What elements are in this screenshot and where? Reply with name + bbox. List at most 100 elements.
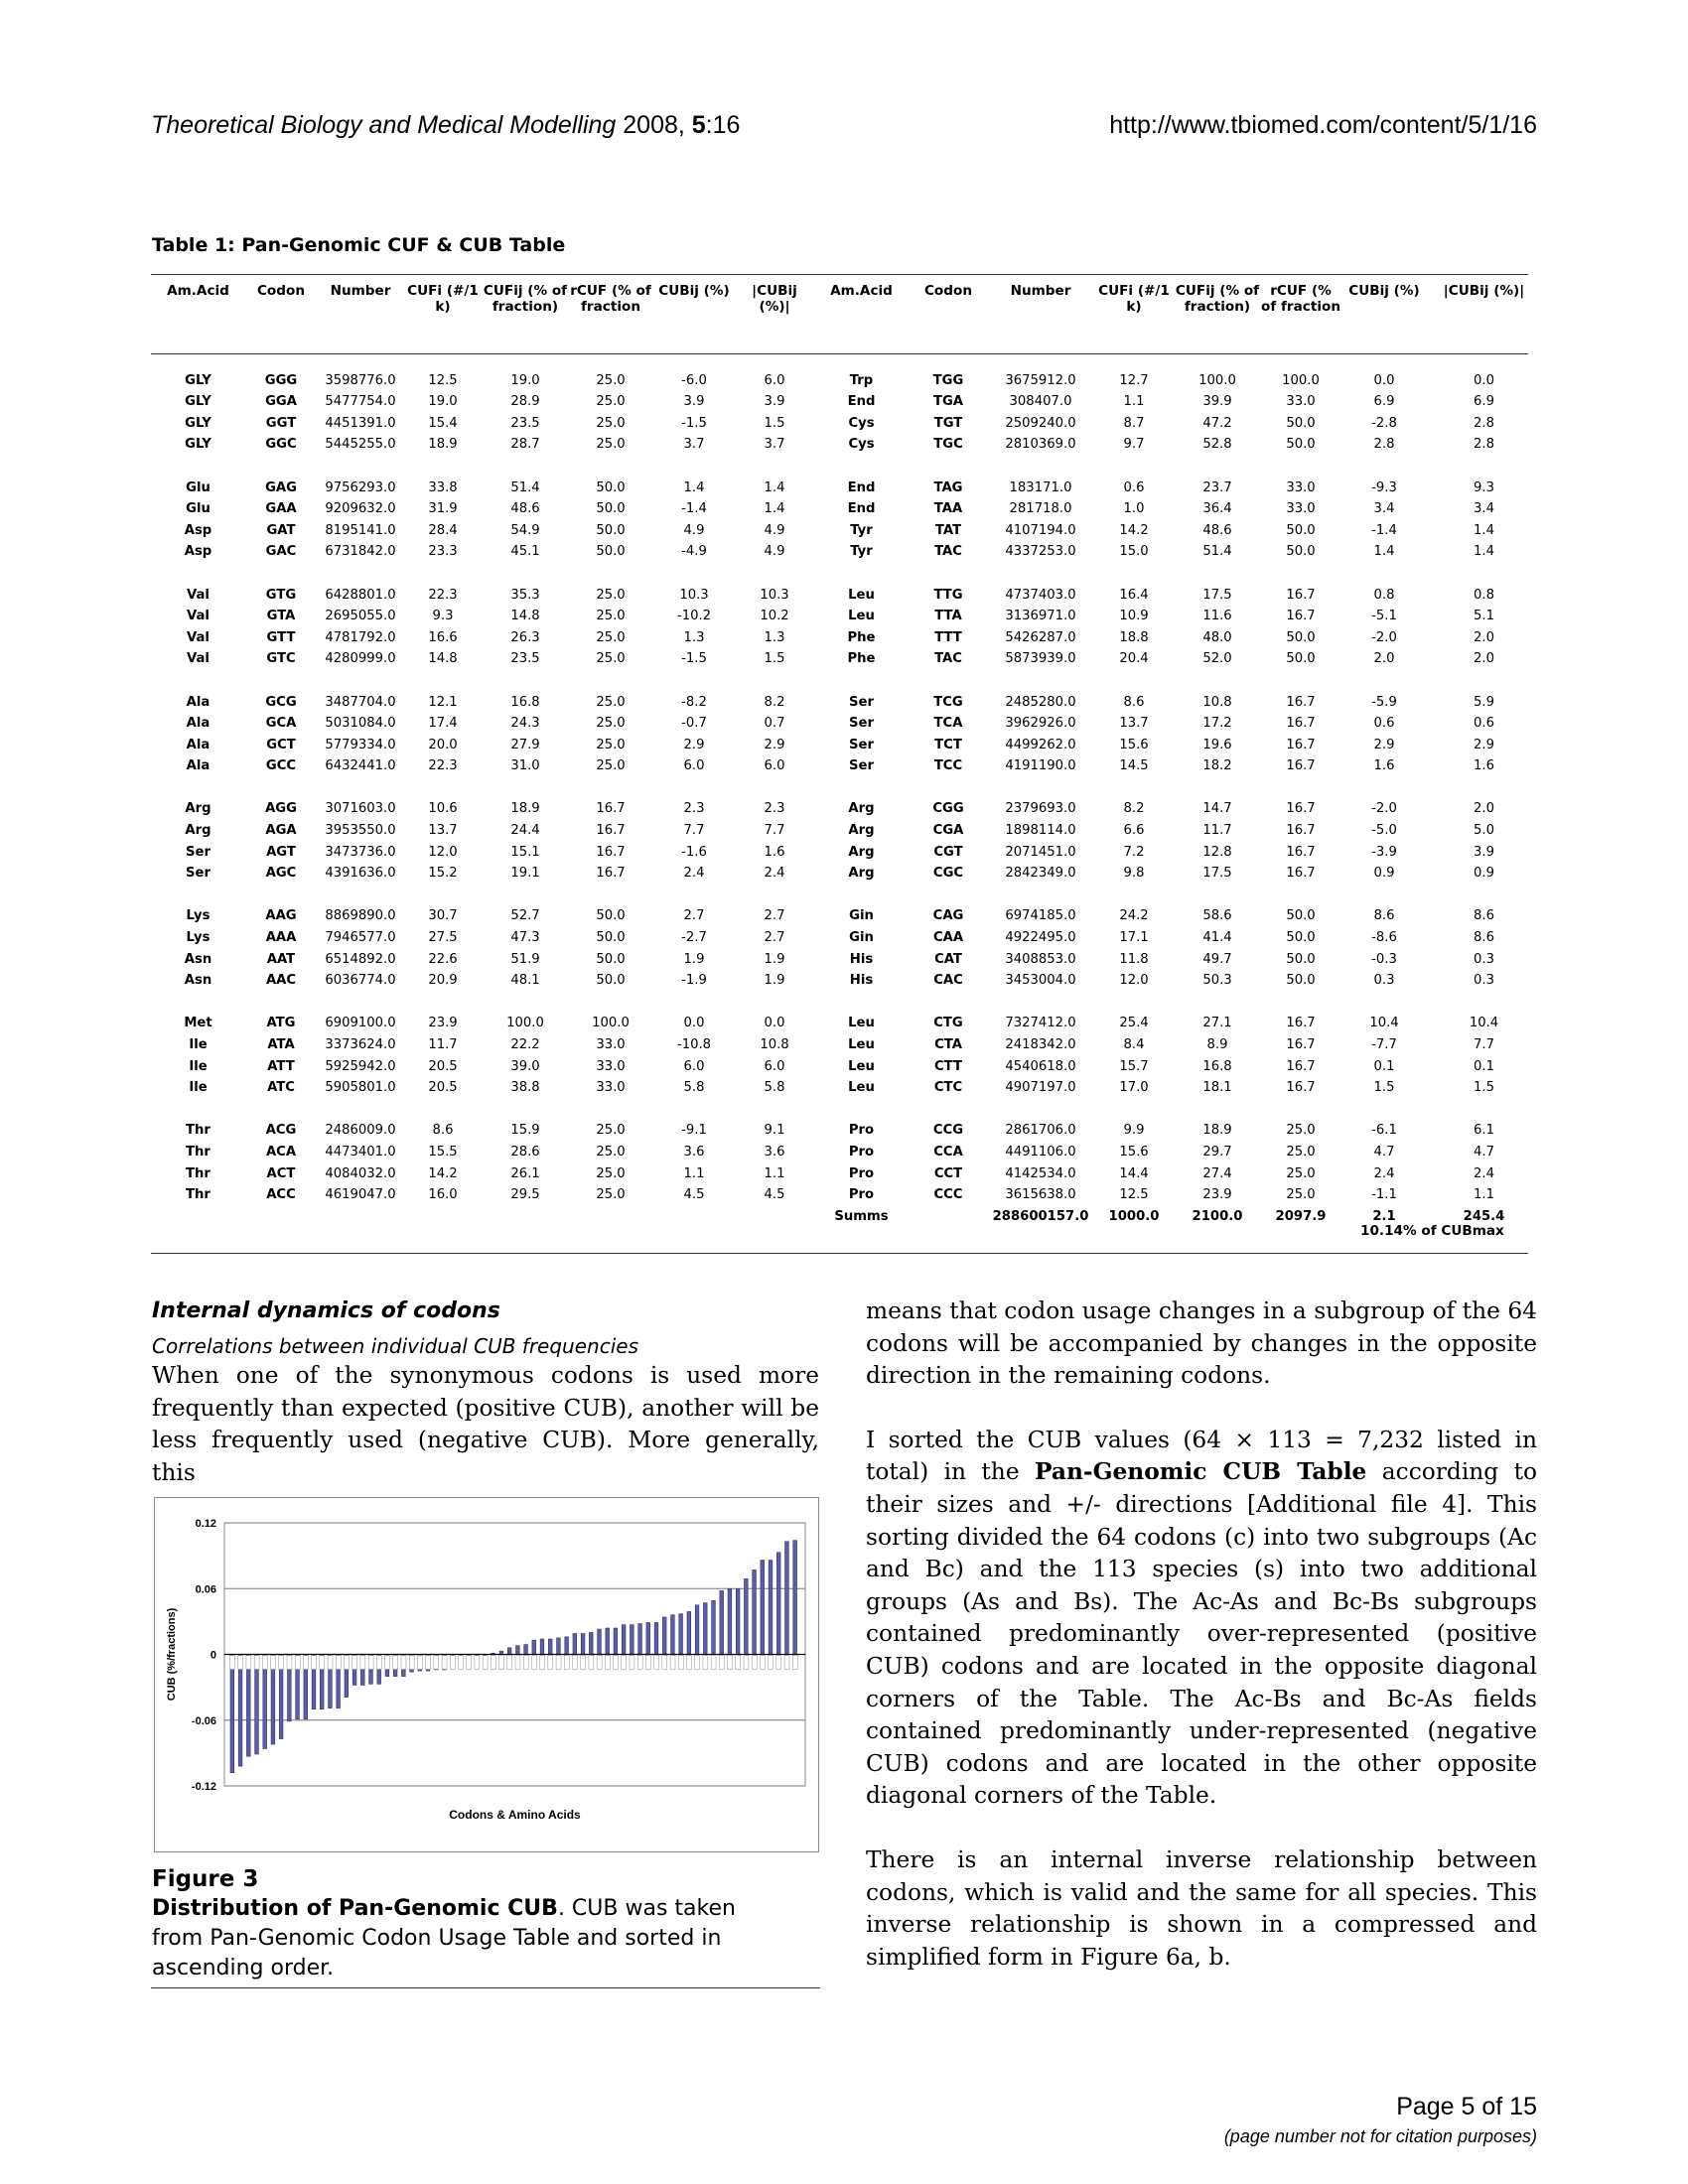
chart-bar: [703, 1602, 708, 1655]
table-cell: 15.4: [428, 415, 458, 431]
table-cell: 3453004.0: [1005, 973, 1076, 989]
table-cell: Asn: [184, 951, 212, 967]
table-row: Ile ATT 5925942.0 20.5 39.0 33.0 6.0 6.0 Leu CTT 4…: [151, 1056, 1540, 1078]
table-cell: Gin: [849, 908, 874, 924]
table-cell: Arg: [848, 866, 875, 882]
table-cell: -0.3: [1371, 951, 1397, 967]
table-cell: 17.4: [428, 716, 458, 732]
table-cell: 1.4: [764, 501, 785, 517]
chart-bar: [670, 1614, 675, 1655]
table-cell: Val: [187, 629, 210, 645]
table-cell: 10.8: [1202, 694, 1232, 710]
x-category-label: [506, 1655, 512, 1670]
table-row: Ala GCT 5779334.0 20.0 27.9 25.0 2.9 2.9 Ser TCT 4…: [151, 735, 1540, 756]
spacer-cell: [151, 456, 1540, 478]
table-cell: Ser: [186, 866, 211, 882]
table-cell: 25.4: [1119, 1016, 1149, 1031]
table-cell: 0.0: [683, 1016, 705, 1031]
table-cell: GLY: [185, 372, 211, 388]
table-cell: 25.0: [596, 372, 626, 388]
table-cell: 1.9: [683, 951, 705, 967]
table-cell: 20.9: [428, 973, 458, 989]
x-category-label: [498, 1655, 504, 1670]
table-cell: 15.6: [1119, 737, 1149, 752]
table-cell: -2.8: [1371, 415, 1397, 431]
table-cell: 2509240.0: [1005, 415, 1076, 431]
x-category-label: [523, 1655, 529, 1670]
table-cell: 14.8: [510, 609, 540, 624]
table-cell: TTT: [934, 629, 962, 645]
table-row: Glu GAA 9209632.0 31.9 48.6 50.0 -1.4 1.4 End TAA…: [151, 498, 1540, 520]
table-cell: TTG: [933, 587, 963, 603]
table-cell: 7.7: [1474, 1037, 1494, 1052]
spacer-cell: [151, 670, 1540, 692]
table-cell: -5.0: [1371, 823, 1397, 839]
table-cell: 6432441.0: [325, 758, 396, 774]
table-cell: 4.9: [683, 522, 705, 538]
table-sums-row: Summs 288600157.0 1000.0 2100.0 2097.9 2.1 245…: [151, 1206, 1540, 1228]
table-cell: 4.7: [1474, 1144, 1494, 1160]
table-cell: -8.2: [681, 694, 707, 710]
table-cell: 100.0: [1282, 372, 1320, 388]
table-cell: 19.0: [428, 394, 458, 410]
x-category-label: [514, 1655, 521, 1670]
table-cell: 15.6: [1119, 1144, 1149, 1160]
running-header-url[interactable]: http://www.tbiomed.com/content/5/1/16: [1109, 111, 1537, 139]
table-row: Asn AAT 6514892.0 22.6 51.9 50.0 1.9 1.9 His CAT 3…: [151, 949, 1540, 971]
table-row: Ile ATA 3373624.0 11.7 22.2 33.0 -10.8 10.8 Leu C…: [151, 1034, 1540, 1056]
table-cell: 25.0: [596, 1144, 626, 1160]
y-tick-label: 0.06: [196, 1583, 216, 1595]
table-cell: 0.8: [1474, 587, 1494, 603]
sums-cell: 1000.0: [1108, 1208, 1160, 1224]
table-cell: CGG: [932, 801, 964, 817]
table-cell: 26.1: [510, 1165, 540, 1181]
running-header-citation: Theoretical Biology and Medical Modellin…: [151, 111, 740, 140]
table-cell: GCC: [265, 758, 297, 774]
table-row: Thr ACA 4473401.0 15.5 28.6 25.0 3.6 3.6 Pro CCA 4…: [151, 1142, 1540, 1163]
table-cell: CGT: [933, 844, 963, 860]
column-header: CUFi (#/1 k): [1098, 283, 1170, 315]
table-cell: 54.9: [510, 522, 540, 538]
x-category-label: [719, 1655, 725, 1670]
table-cell: 28.7: [510, 437, 540, 453]
page-number: Page 5 of 15: [1396, 2093, 1537, 2120]
table-cell: -2.0: [1371, 629, 1397, 645]
table-cell: ATG: [266, 1016, 296, 1031]
chart-bar: [580, 1633, 586, 1655]
table-cell: 31.0: [510, 758, 540, 774]
x-category-label: [400, 1655, 407, 1670]
table-cell: 50.0: [1286, 930, 1316, 946]
table-cell: 12.0: [1119, 973, 1149, 989]
table-cell: 39.0: [510, 1058, 540, 1074]
table-cell: CTC: [933, 1080, 963, 1096]
table-cell: 48.0: [1202, 629, 1232, 645]
chart-bar: [237, 1654, 243, 1767]
table-cell: ATA: [267, 1037, 295, 1052]
table-row: Ser AGC 4391636.0 15.2 19.1 16.7 2.4 2.4 Arg CGC 2…: [151, 863, 1540, 885]
x-category-label: [245, 1655, 252, 1670]
table-cell: 12.7: [1119, 372, 1149, 388]
table-cell: 50.0: [1286, 544, 1316, 560]
table-cell: 8.7: [1123, 415, 1145, 431]
table-cell: TGA: [932, 394, 964, 410]
spacer-cell: [151, 992, 1540, 1014]
table-cell: 58.6: [1202, 908, 1232, 924]
chart-bar: [548, 1638, 553, 1655]
table-cell: 11.7: [428, 1037, 458, 1052]
table-cell: 25.0: [596, 758, 626, 774]
chart-bar: [246, 1654, 251, 1757]
table-cell: AGA: [265, 823, 297, 839]
table-cell: 29.7: [1202, 1144, 1232, 1160]
table-cell: 24.2: [1119, 908, 1149, 924]
table-cell: 16.8: [1202, 1058, 1232, 1074]
x-category-label: [262, 1655, 268, 1670]
table-cell: 4084032.0: [325, 1165, 396, 1181]
table-cell: CCC: [933, 1187, 963, 1203]
table-cell: 11.6: [1202, 609, 1232, 624]
table-cell: 0.0: [1474, 372, 1494, 388]
x-category-label: [669, 1655, 676, 1670]
table-cell: GAG: [265, 479, 297, 495]
table-cell: 16.7: [1286, 1037, 1316, 1052]
table-group-spacer: [151, 456, 1540, 478]
table-cell: CAC: [933, 973, 963, 989]
